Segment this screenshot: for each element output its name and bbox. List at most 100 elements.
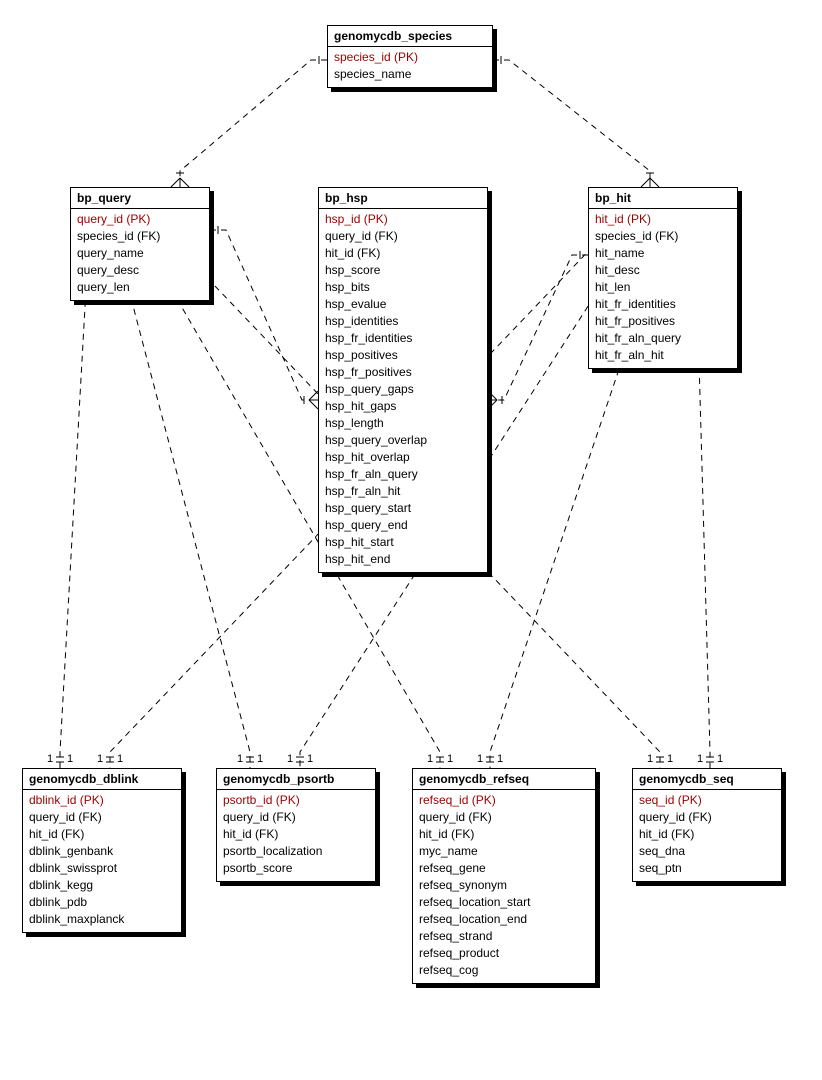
entity-row: psortb_id (PK) xyxy=(223,792,369,809)
entity-title: bp_hit xyxy=(589,188,737,209)
entity-row: hit_fr_aln_query xyxy=(595,330,731,347)
entity-row: species_name xyxy=(334,66,486,83)
svg-text:1: 1 xyxy=(47,753,53,765)
entity-row: hsp_hit_start xyxy=(325,534,481,551)
entity-title: bp_hsp xyxy=(319,188,487,209)
entity-row: hsp_identities xyxy=(325,313,481,330)
entity-row: seq_id (PK) xyxy=(639,792,775,809)
entity-row: hsp_evalue xyxy=(325,296,481,313)
entity-refseq: genomycdb_refseqrefseq_id (PK)query_id (… xyxy=(412,768,596,984)
entity-row: hsp_score xyxy=(325,262,481,279)
entity-row: hsp_fr_identities xyxy=(325,330,481,347)
entity-psortb: genomycdb_psortbpsortb_id (PK)query_id (… xyxy=(216,768,376,882)
svg-text:1: 1 xyxy=(447,753,453,765)
entity-row: query_id (FK) xyxy=(223,809,369,826)
entity-dblink: genomycdb_dblinkdblink_id (PK)query_id (… xyxy=(22,768,182,933)
entity-seq: genomycdb_seqseq_id (PK)query_id (FK)hit… xyxy=(632,768,782,882)
entity-row: species_id (PK) xyxy=(334,49,486,66)
entity-body: dblink_id (PK)query_id (FK)hit_id (FK)db… xyxy=(23,790,181,932)
entity-row: dblink_maxplanck xyxy=(29,911,175,928)
svg-text:1: 1 xyxy=(667,753,673,765)
entity-row: myc_name xyxy=(419,843,589,860)
entity-row: hsp_fr_aln_hit xyxy=(325,483,481,500)
svg-text:1: 1 xyxy=(717,753,723,765)
entity-hsp: bp_hsphsp_id (PK)query_id (FK)hit_id (FK… xyxy=(318,187,488,573)
entity-row: species_id (FK) xyxy=(77,228,203,245)
entity-row: hsp_hit_end xyxy=(325,551,481,568)
entity-row: hit_id (FK) xyxy=(639,826,775,843)
entity-row: hit_len xyxy=(595,279,731,296)
entity-row: hit_id (PK) xyxy=(595,211,731,228)
entity-row: hit_name xyxy=(595,245,731,262)
entity-row: refseq_product xyxy=(419,945,589,962)
entity-row: hit_fr_positives xyxy=(595,313,731,330)
entity-row: hsp_query_gaps xyxy=(325,381,481,398)
entity-row: psortb_localization xyxy=(223,843,369,860)
entity-row: seq_dna xyxy=(639,843,775,860)
entity-row: hsp_query_overlap xyxy=(325,432,481,449)
entity-row: query_id (FK) xyxy=(639,809,775,826)
entity-row: refseq_strand xyxy=(419,928,589,945)
entity-row: hsp_fr_aln_query xyxy=(325,466,481,483)
entity-row: refseq_location_start xyxy=(419,894,589,911)
svg-text:1: 1 xyxy=(427,753,433,765)
entity-title: genomycdb_seq xyxy=(633,769,781,790)
entity-row: hit_id (FK) xyxy=(29,826,175,843)
entity-row: query_id (FK) xyxy=(325,228,481,245)
svg-text:1: 1 xyxy=(257,753,263,765)
entity-row: refseq_id (PK) xyxy=(419,792,589,809)
svg-text:1: 1 xyxy=(237,753,243,765)
entity-row: hsp_positives xyxy=(325,347,481,364)
entity-row: query_name xyxy=(77,245,203,262)
svg-text:1: 1 xyxy=(307,753,313,765)
svg-text:1: 1 xyxy=(67,753,73,765)
entity-body: hsp_id (PK)query_id (FK)hit_id (FK)hsp_s… xyxy=(319,209,487,572)
entity-row: dblink_id (PK) xyxy=(29,792,175,809)
svg-text:1: 1 xyxy=(287,753,293,765)
entity-row: dblink_swissprot xyxy=(29,860,175,877)
entity-body: species_id (PK)species_name xyxy=(328,47,492,87)
entity-body: refseq_id (PK)query_id (FK)hit_id (FK)my… xyxy=(413,790,595,983)
entity-row: hit_id (FK) xyxy=(419,826,589,843)
entity-row: dblink_kegg xyxy=(29,877,175,894)
svg-text:1: 1 xyxy=(477,753,483,765)
entity-row: hit_id (FK) xyxy=(223,826,369,843)
entity-hit: bp_hithit_id (PK)species_id (FK)hit_name… xyxy=(588,187,738,369)
svg-text:1: 1 xyxy=(117,753,123,765)
entity-body: hit_id (PK)species_id (FK)hit_namehit_de… xyxy=(589,209,737,368)
entity-row: hit_fr_aln_hit xyxy=(595,347,731,364)
entity-row: refseq_synonym xyxy=(419,877,589,894)
entity-row: query_id (PK) xyxy=(77,211,203,228)
entity-row: hsp_query_end xyxy=(325,517,481,534)
entity-body: psortb_id (PK)query_id (FK)hit_id (FK)ps… xyxy=(217,790,375,881)
entity-row: hsp_query_start xyxy=(325,500,481,517)
svg-text:1: 1 xyxy=(647,753,653,765)
entity-row: hit_fr_identities xyxy=(595,296,731,313)
entity-query: bp_queryquery_id (PK)species_id (FK)quer… xyxy=(70,187,210,301)
entity-row: hsp_hit_overlap xyxy=(325,449,481,466)
entity-row: hit_id (FK) xyxy=(325,245,481,262)
entity-row: refseq_cog xyxy=(419,962,589,979)
entity-row: query_id (FK) xyxy=(419,809,589,826)
entity-body: seq_id (PK)query_id (FK)hit_id (FK)seq_d… xyxy=(633,790,781,881)
entity-row: hsp_bits xyxy=(325,279,481,296)
entity-row: seq_ptn xyxy=(639,860,775,877)
entity-title: genomycdb_species xyxy=(328,26,492,47)
entity-row: dblink_genbank xyxy=(29,843,175,860)
entity-row: query_len xyxy=(77,279,203,296)
entity-row: refseq_location_end xyxy=(419,911,589,928)
entity-row: hsp_length xyxy=(325,415,481,432)
entity-title: genomycdb_dblink xyxy=(23,769,181,790)
entity-row: hsp_fr_positives xyxy=(325,364,481,381)
entity-row: query_desc xyxy=(77,262,203,279)
entity-row: species_id (FK) xyxy=(595,228,731,245)
entity-row: hsp_id (PK) xyxy=(325,211,481,228)
entity-title: genomycdb_refseq xyxy=(413,769,595,790)
entity-row: hit_desc xyxy=(595,262,731,279)
entity-body: query_id (PK)species_id (FK)query_namequ… xyxy=(71,209,209,300)
entity-row: psortb_score xyxy=(223,860,369,877)
entity-row: dblink_pdb xyxy=(29,894,175,911)
entity-title: genomycdb_psortb xyxy=(217,769,375,790)
entity-row: refseq_gene xyxy=(419,860,589,877)
svg-text:1: 1 xyxy=(497,753,503,765)
